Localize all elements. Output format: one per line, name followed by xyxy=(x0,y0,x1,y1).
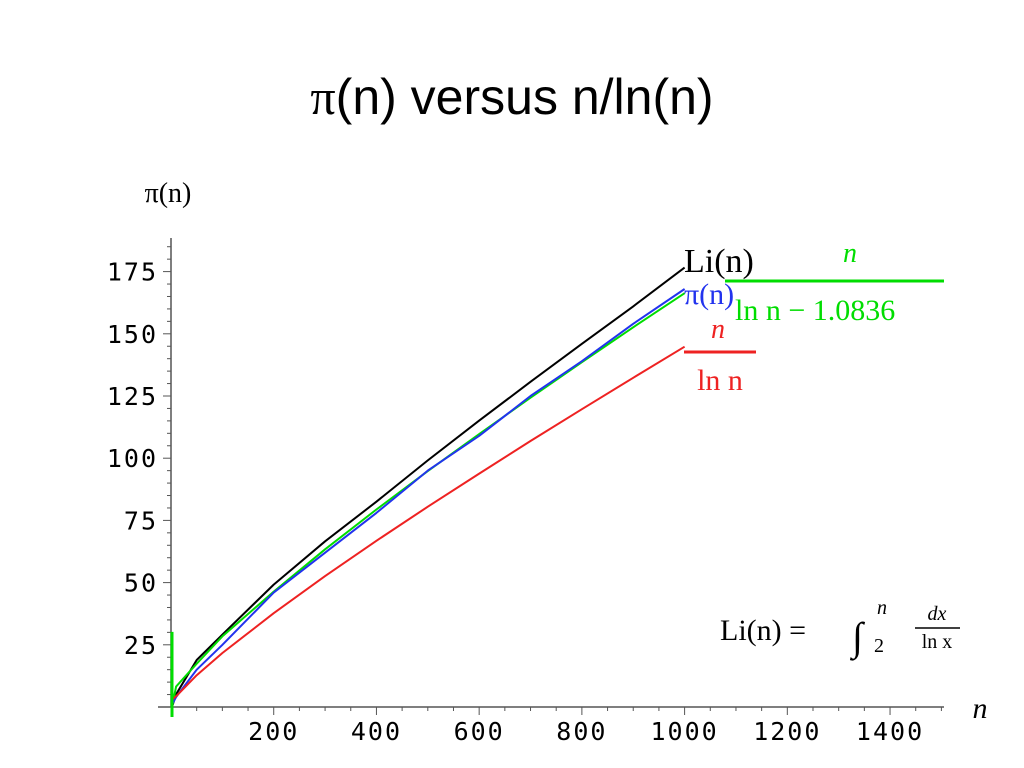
tick-labels: 25 50 75 100 125 150 175 200 400 600 800 1000 1200 14… xyxy=(107,258,924,746)
series-line-3 xyxy=(171,288,686,705)
title-pi-symbol: π xyxy=(310,69,336,125)
integral-sign: ∫ xyxy=(849,614,866,661)
title-text: (n) versus n/ln(n) xyxy=(335,69,714,125)
li-definition-formula: Li(n) = ∫ n 2 dx ln x xyxy=(720,597,960,661)
y-tick-label: 75 xyxy=(124,506,158,535)
x-tick-label: 200 xyxy=(248,717,299,746)
x-tick-label: 400 xyxy=(351,717,402,746)
x-tick-label: 1000 xyxy=(650,717,718,746)
series-label-red-numerator: n xyxy=(711,314,725,345)
x-tick-label: 600 xyxy=(454,717,505,746)
x-axis-label: n xyxy=(973,692,988,725)
series-label-green-denominator: ln n − 1.0836 xyxy=(735,294,895,327)
series-line-4 xyxy=(171,345,686,701)
series-line-1 xyxy=(171,266,686,708)
y-tick-label: 100 xyxy=(107,444,158,473)
li-formula-lhs: Li(n) = xyxy=(720,614,806,647)
series-label-red-denominator: ln n xyxy=(697,364,743,397)
x-tick-label: 1200 xyxy=(753,717,821,746)
x-tick-label: 1400 xyxy=(856,717,924,746)
series-lines xyxy=(170,266,686,717)
y-tick-label: 175 xyxy=(107,258,158,287)
y-tick-label: 125 xyxy=(107,382,158,411)
integral-lower-limit: 2 xyxy=(874,635,884,657)
series-line-2 xyxy=(171,292,686,708)
y-tick-label: 50 xyxy=(124,569,158,598)
series-label-li: Li(n) xyxy=(684,243,754,280)
y-tick-label: 25 xyxy=(124,631,158,660)
integrand-denominator: ln x xyxy=(922,631,953,653)
x-tick-label: 800 xyxy=(556,717,607,746)
series-label-green-numerator: n xyxy=(843,238,857,269)
axes xyxy=(158,238,944,715)
integrand-numerator: dx xyxy=(928,603,947,625)
series-label-pi: π(n) xyxy=(684,278,734,311)
y-tick-label: 150 xyxy=(107,320,158,349)
y-axis-label: π(n) xyxy=(145,178,192,209)
integral-upper-limit: n xyxy=(877,597,887,619)
slide-title: π(n) versus n/ln(n) xyxy=(0,62,1024,132)
